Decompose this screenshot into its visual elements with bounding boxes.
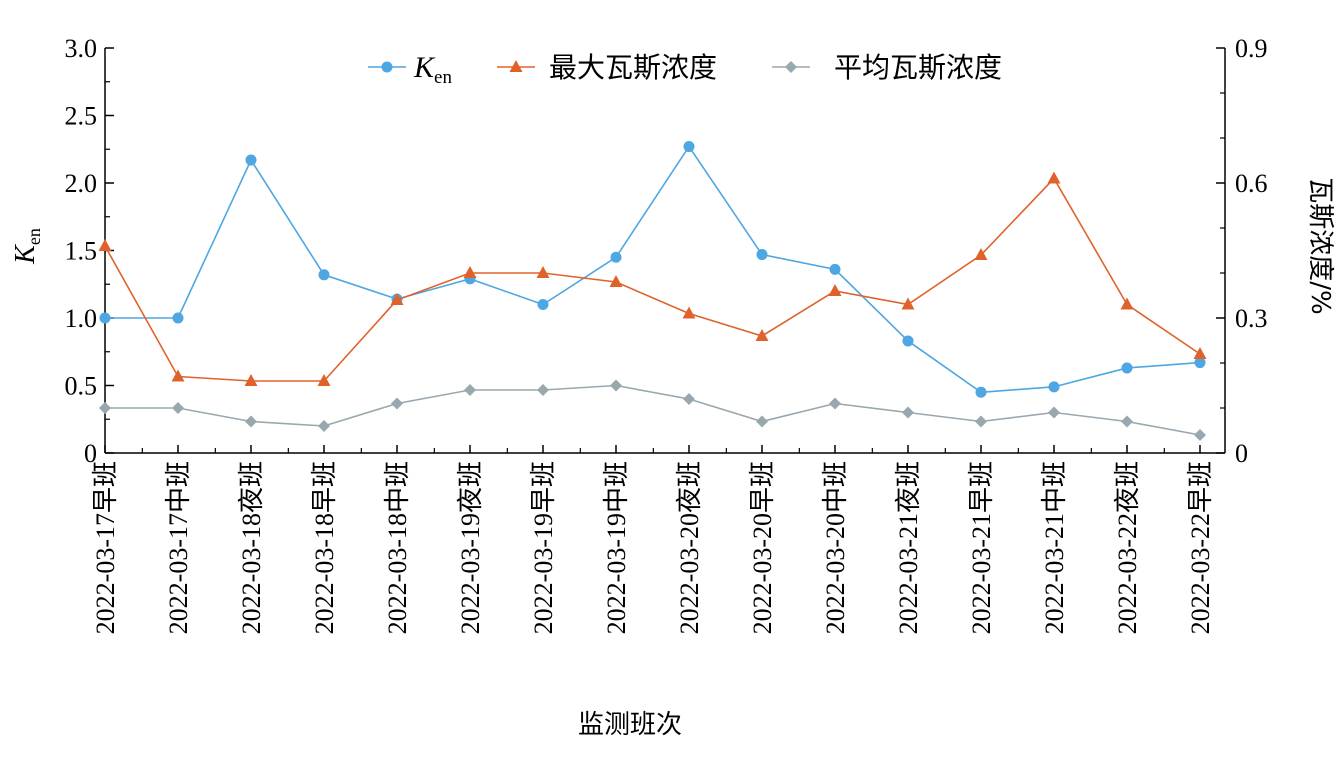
data-point: [975, 415, 987, 428]
data-point: [245, 415, 257, 428]
legend-label: 平均瓦斯浓度: [834, 51, 1002, 84]
data-point: [536, 266, 550, 278]
data-point: [463, 266, 477, 278]
x-tick-label: 2022-03-20中班: [821, 461, 850, 634]
x-tick-label: 2022-03-21早班: [967, 461, 996, 634]
y-left-title-main: K: [10, 244, 41, 265]
x-axis-title: 监测班次: [578, 710, 682, 740]
legend-item-2: 平均瓦斯浓度: [772, 51, 1002, 84]
data-point: [683, 141, 695, 153]
series-1: [98, 171, 1207, 386]
axes-layer: 0 0.5 1.0 1.5 2.0 2.5 3.0 0 0.3 0.6 0.9 2022-03-17早…: [65, 34, 1268, 634]
x-tick-label: 2022-03-20早班: [748, 461, 777, 634]
data-point: [1194, 357, 1206, 369]
data-point: [609, 275, 623, 287]
y-left-tick-label: 1.0: [65, 304, 98, 333]
series-2: [99, 379, 1206, 441]
data-point: [464, 384, 476, 396]
y-left-tick-label: 0: [84, 439, 97, 468]
x-tick-label: 2022-03-20夜班: [675, 461, 704, 634]
data-point: [902, 406, 914, 419]
data-point: [318, 269, 330, 281]
series-line: [105, 384, 1201, 436]
data-point: [99, 312, 111, 324]
data-point: [1193, 347, 1207, 359]
data-point: [172, 402, 184, 414]
data-point: [98, 239, 112, 251]
y-axis-left-title: Ken: [10, 228, 44, 265]
data-point: [829, 263, 841, 275]
data-point: [975, 386, 987, 398]
legend-label: Ken: [413, 51, 452, 88]
data-point: [390, 293, 404, 305]
data-point: [245, 154, 257, 166]
x-tick-label: 2022-03-18夜班: [237, 461, 266, 634]
x-tick-label: 2022-03-22早班: [1186, 461, 1215, 634]
data-point: [682, 306, 696, 319]
x-tick-label: 2022-03-17早班: [91, 461, 120, 634]
y-left-title-sub: en: [24, 228, 44, 245]
legend-label-sub: en: [434, 67, 452, 88]
y-left-tick-label: 1.5: [65, 237, 98, 266]
data-point: [1194, 429, 1206, 441]
data-point: [381, 61, 393, 73]
data-point: [537, 384, 549, 396]
series-line: [104, 177, 1201, 382]
x-tick-label: 2022-03-19中班: [602, 461, 631, 634]
data-point: [1120, 297, 1134, 310]
data-point: [509, 60, 523, 72]
data-point: [391, 397, 403, 410]
data-point: [1121, 362, 1133, 374]
data-point: [1048, 381, 1060, 393]
data-point: [317, 374, 331, 386]
data-point: [1048, 406, 1060, 419]
series-layer: [98, 141, 1207, 441]
x-tick-label: 2022-03-21夜班: [894, 461, 923, 634]
y-right-tick-label: 0: [1235, 439, 1248, 468]
y-left-tick-label: 0.5: [65, 372, 98, 401]
data-point: [610, 251, 622, 263]
data-point: [902, 335, 914, 347]
legend: Ken 最大瓦斯浓度 平均瓦斯浓度: [368, 51, 1002, 88]
data-point: [244, 374, 258, 386]
data-point: [1121, 415, 1133, 428]
data-point: [99, 402, 111, 414]
data-point: [171, 369, 185, 382]
x-tick-label: 2022-03-18早班: [310, 461, 339, 634]
data-point: [755, 329, 769, 341]
data-point: [974, 248, 988, 260]
data-point: [756, 249, 768, 261]
data-point: [537, 299, 549, 310]
data-point: [610, 379, 622, 392]
legend-item-1: 最大瓦斯浓度: [497, 51, 717, 84]
series-line: [105, 145, 1201, 394]
data-point: [829, 397, 841, 410]
data-point: [901, 297, 915, 310]
x-tick-label: 2022-03-21中班: [1040, 461, 1069, 634]
y-left-tick-label: 2.5: [65, 102, 98, 131]
legend-label: 最大瓦斯浓度: [549, 51, 717, 84]
y-left-tick-label: 2.0: [65, 169, 98, 198]
x-tick-label: 2022-03-22夜班: [1113, 461, 1142, 634]
data-point: [683, 393, 695, 405]
x-tick-label: 2022-03-17中班: [164, 461, 193, 634]
series-0: [99, 141, 1206, 398]
y-right-tick-label: 0.9: [1235, 34, 1268, 63]
legend-item-0: Ken: [368, 51, 452, 88]
x-tick-label: 2022-03-19早班: [529, 461, 558, 634]
data-point: [828, 284, 842, 296]
x-tick-label: 2022-03-19夜班: [456, 461, 485, 634]
data-point: [1047, 171, 1061, 184]
legend-label-main: K: [413, 51, 436, 84]
y-right-tick-label: 0.6: [1235, 169, 1268, 198]
data-point: [318, 420, 330, 432]
data-point: [785, 61, 797, 73]
x-tick-label: 2022-03-18中班: [383, 461, 412, 634]
data-point: [756, 415, 768, 428]
y-axis-right-title: 瓦斯浓度/%: [1305, 177, 1335, 314]
y-left-tick-label: 3.0: [65, 34, 98, 63]
y-right-tick-label: 0.3: [1235, 304, 1268, 333]
data-point: [172, 312, 184, 324]
